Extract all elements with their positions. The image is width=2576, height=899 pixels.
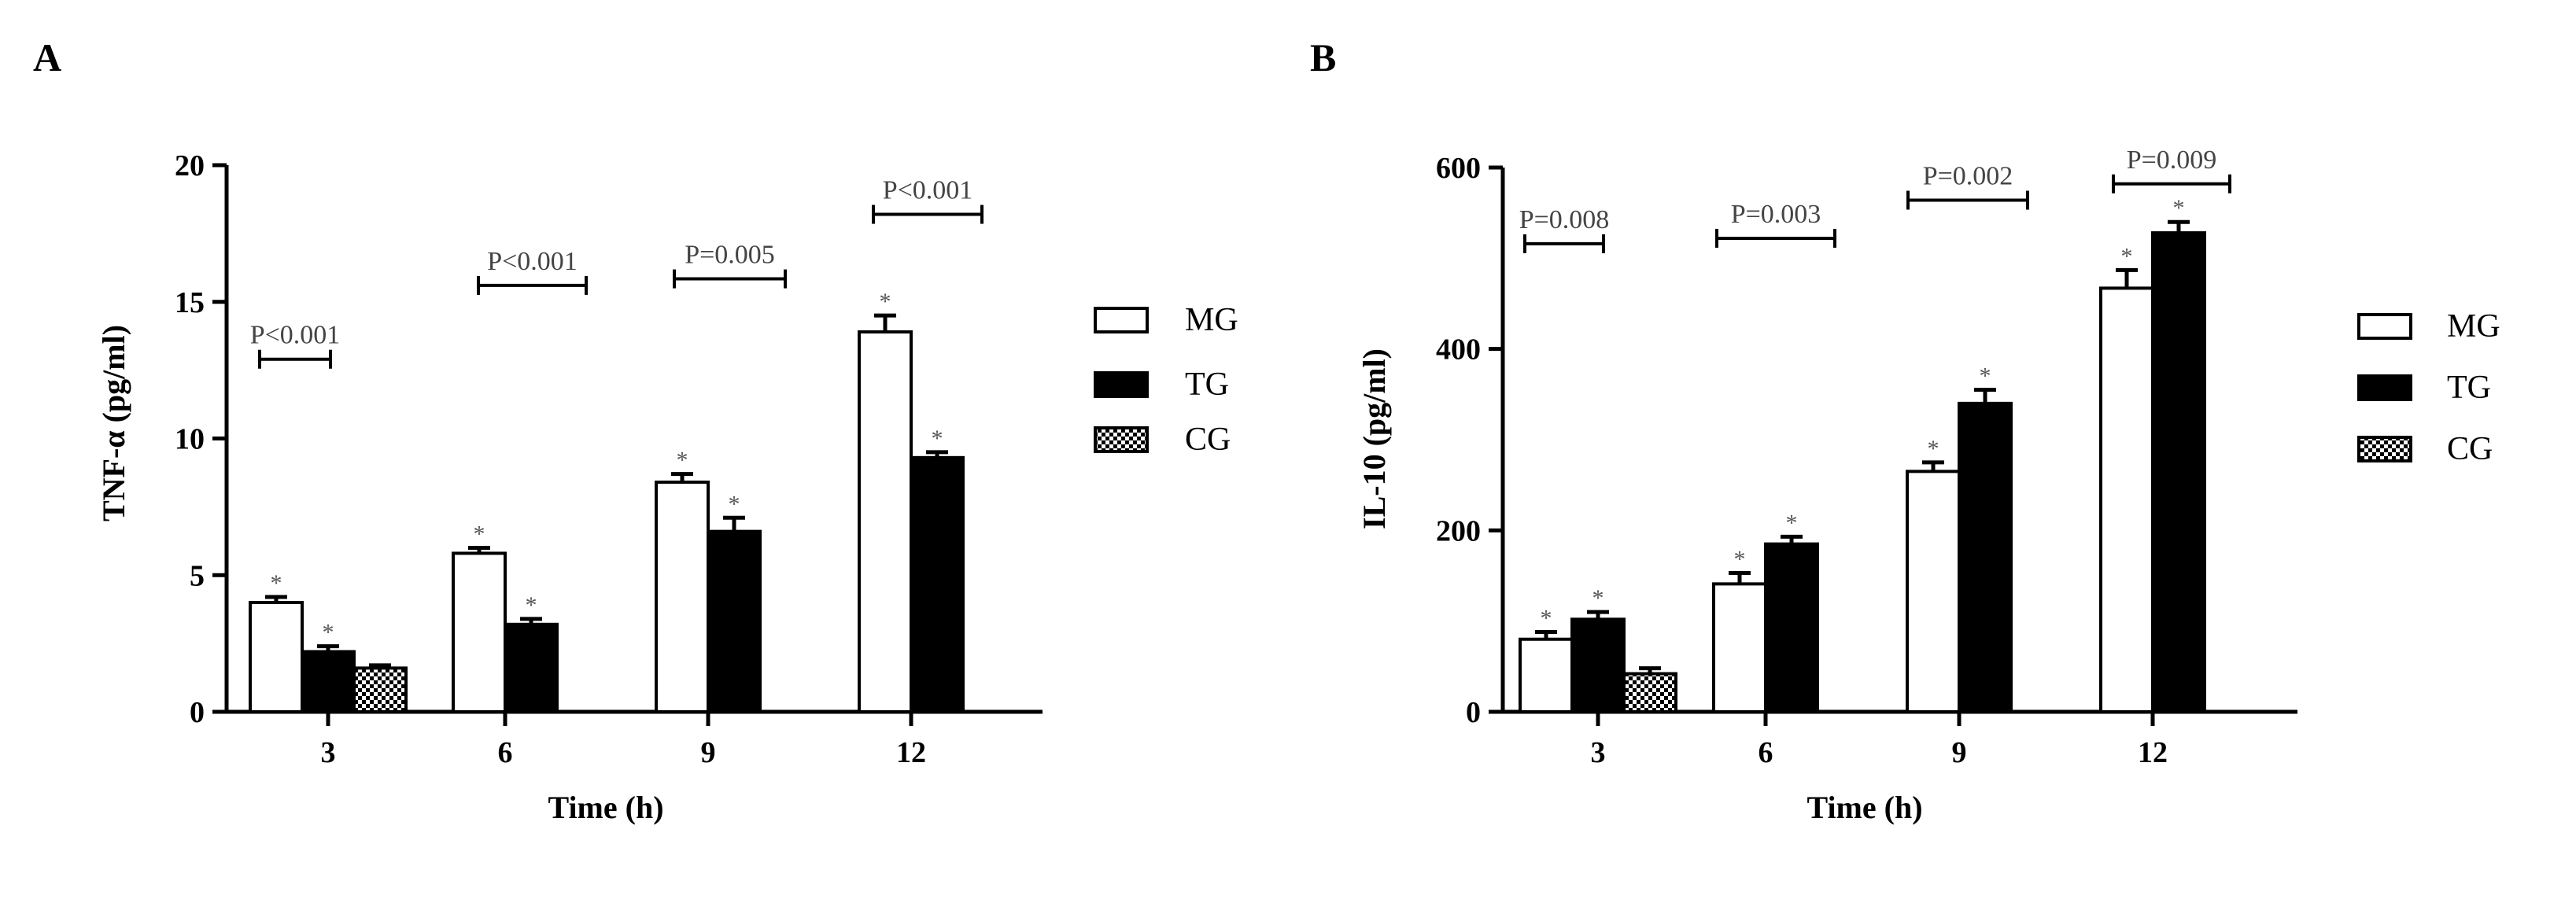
significance-star: * xyxy=(2173,195,2185,221)
bar-mg-3 xyxy=(249,601,304,713)
p-value-label: P=0.005 xyxy=(685,241,775,270)
significance-star: * xyxy=(474,521,485,547)
significance-star: * xyxy=(880,289,891,315)
bar-tg-6 xyxy=(1764,542,1819,714)
p-value-label: P=0.003 xyxy=(1731,200,1821,229)
y-tick-label: 5 xyxy=(190,559,205,592)
legend-label-tg: TG xyxy=(2447,370,2491,406)
p-value-label: P<0.001 xyxy=(883,176,973,205)
significance-star: * xyxy=(677,448,688,473)
bar-cg-3 xyxy=(1622,672,1677,713)
p-value-label: P<0.001 xyxy=(250,321,341,350)
x-tick-label: 3 xyxy=(321,736,336,769)
panel-letter-a: A xyxy=(33,35,61,79)
x-tick-label: 6 xyxy=(498,736,513,769)
x-tick-label: 9 xyxy=(701,736,716,769)
panel-a-legend: MG TG CG xyxy=(1094,302,1238,458)
bar-mg-3 xyxy=(1519,637,1574,714)
significance-star: * xyxy=(2121,243,2133,269)
y-tick-label: 400 xyxy=(1436,333,1481,367)
y-tick-label: 200 xyxy=(1436,514,1481,547)
panel-a-y-axis-title: TNF-α (pg/ml) xyxy=(96,325,131,521)
x-tick-label: 3 xyxy=(1591,736,1606,769)
panel-b-plot: 0 200 400 600 * * 3 P=0.008 * * 6 P=0.003 * * 9 P=0.002… xyxy=(1436,146,2297,769)
bar-mg-9 xyxy=(1906,470,1961,713)
bar-mg-9 xyxy=(655,481,710,713)
y-tick-label: 0 xyxy=(190,696,205,729)
y-tick-label: 600 xyxy=(1436,152,1481,185)
legend-label-cg: CG xyxy=(1185,422,1231,458)
bar-tg-12 xyxy=(2151,231,2206,714)
p-value-label: P=0.008 xyxy=(1519,205,1610,234)
legend-swatch-tg xyxy=(1094,371,1149,398)
significance-star: * xyxy=(1592,585,1604,611)
bar-tg-3 xyxy=(1570,617,1626,713)
x-tick-label: 12 xyxy=(2138,736,2168,769)
significance-star: * xyxy=(1980,363,1991,389)
bar-mg-12 xyxy=(2099,286,2154,714)
y-tick-label: 0 xyxy=(1466,696,1481,729)
bar-tg-9 xyxy=(1958,401,2013,713)
significance-star: * xyxy=(1541,606,1552,632)
bar-tg-9 xyxy=(707,529,762,714)
bar-mg-12 xyxy=(858,330,913,713)
y-tick-label: 15 xyxy=(175,286,205,319)
significance-star: * xyxy=(1734,547,1746,573)
x-tick-label: 9 xyxy=(1952,736,1967,769)
p-value-label: P=0.002 xyxy=(1923,162,2013,191)
significance-star: * xyxy=(932,426,943,451)
panel-a: A 0 5 10 15 20 * * 3 P<0.001 * * 6 P<0.001 * * 9 P=0.005… xyxy=(33,35,1238,825)
bar-mg-6 xyxy=(1712,582,1767,713)
legend-swatch-cg xyxy=(1094,426,1149,453)
significance-star: * xyxy=(323,620,334,646)
bar-tg-3 xyxy=(301,650,356,713)
panel-a-x-axis-title: Time (h) xyxy=(548,790,663,825)
y-tick-label: 20 xyxy=(175,149,205,182)
panel-b: B 0 200 400 600 * * 3 P=0.008 * * 6 P=0.003 * * 9 P=0.0… xyxy=(1310,35,2500,825)
legend-label-mg: MG xyxy=(1185,302,1238,338)
panel-a-plot: 0 5 10 15 20 * * 3 P<0.001 * * 6 P<0.001 * * 9 P=0.005 * *… xyxy=(175,149,1043,769)
panel-b-x-axis-title: Time (h) xyxy=(1807,790,1922,825)
legend-swatch-mg xyxy=(2357,313,2412,340)
panel-letter-b: B xyxy=(1310,35,1336,79)
panel-b-y-axis-title: IL-10 (pg/ml) xyxy=(1356,348,1392,529)
significance-star: * xyxy=(1786,510,1798,536)
p-value-label: P=0.009 xyxy=(2127,146,2217,175)
legend-label-tg: TG xyxy=(1185,367,1229,403)
x-tick-label: 6 xyxy=(1759,736,1773,769)
legend-swatch-cg xyxy=(2357,436,2412,462)
significance-star: * xyxy=(526,592,537,618)
significance-star: * xyxy=(1928,436,1939,462)
legend-swatch-mg xyxy=(1094,307,1149,333)
bar-tg-6 xyxy=(504,622,559,713)
bar-mg-6 xyxy=(452,551,507,714)
panel-b-legend: MG TG CG xyxy=(2357,308,2500,467)
bar-tg-12 xyxy=(910,455,965,713)
p-value-label: P<0.001 xyxy=(487,247,578,276)
legend-label-mg: MG xyxy=(2447,308,2500,344)
x-tick-label: 12 xyxy=(896,736,926,769)
significance-star: * xyxy=(271,570,282,596)
legend-label-cg: CG xyxy=(2447,431,2493,467)
y-tick-label: 10 xyxy=(175,423,205,456)
bar-cg-3 xyxy=(352,666,408,714)
legend-swatch-tg xyxy=(2357,374,2412,401)
significance-star: * xyxy=(729,491,740,517)
